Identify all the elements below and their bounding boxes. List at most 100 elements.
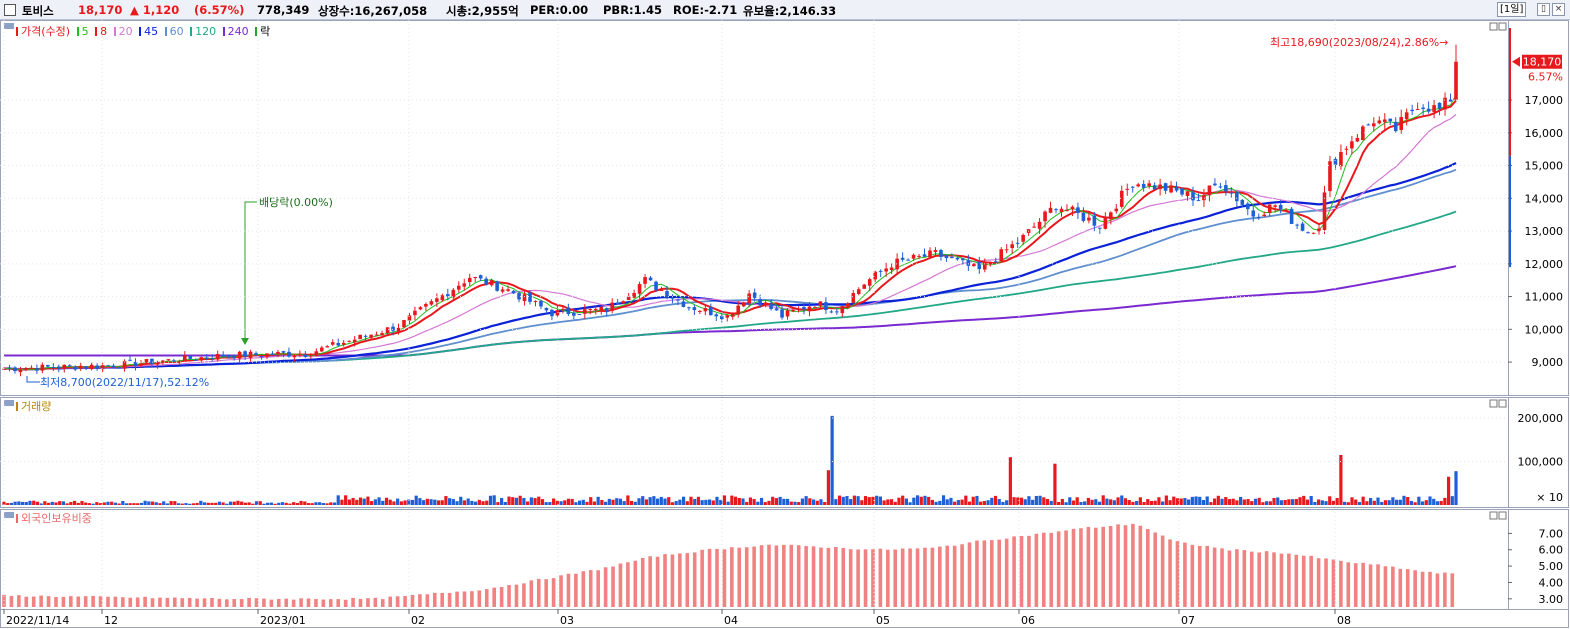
restore-button[interactable]: ▯ [1537, 3, 1550, 16]
candle-body [303, 354, 308, 357]
candle-body [122, 361, 127, 369]
volume-bar [1253, 498, 1258, 505]
volume-bar [722, 495, 727, 505]
volume-bar [485, 500, 489, 505]
volume-bar [165, 503, 169, 505]
volume-bar [147, 501, 151, 505]
volume-bar [336, 495, 340, 505]
stock-chart[interactable]: 최고18,690(2023/08/24),2.86%→ 최저8,700(2022/… [0, 20, 1570, 629]
volume-bar [429, 499, 433, 505]
candle-body [330, 342, 335, 345]
volume-bar [1339, 455, 1343, 505]
candle-body [1415, 109, 1420, 111]
volume-bar [1246, 499, 1250, 505]
foreign-bar [878, 548, 883, 607]
volume-bar [1213, 498, 1217, 505]
candle-body [29, 367, 34, 369]
volume-bar [1168, 500, 1172, 505]
foreign-bar [1450, 573, 1455, 607]
foreign-bar [819, 547, 823, 607]
foreign-bar [611, 566, 615, 607]
volume-bar [967, 501, 972, 505]
candle-body [632, 293, 636, 298]
foreign-bar [551, 578, 556, 607]
volume-bar [1398, 499, 1402, 505]
volume-bar [1008, 457, 1012, 505]
candle-body [46, 365, 50, 367]
candle-body [396, 327, 401, 332]
volume-bar [901, 495, 905, 505]
volume-bar [113, 502, 118, 505]
candle-body [270, 353, 275, 355]
volume-bar [444, 496, 448, 505]
volume-bar [1149, 500, 1154, 505]
volume-bar [425, 498, 429, 505]
volume-bar [559, 501, 563, 505]
volume-bar [1097, 501, 1102, 505]
foreign-bar [1183, 542, 1187, 607]
foreign-bar [306, 598, 311, 607]
volume-bar [221, 502, 225, 505]
candle-body [1295, 224, 1299, 226]
foreign-bar [187, 597, 192, 607]
candle-body [626, 296, 631, 301]
price-panel-min-icon [1489, 22, 1498, 31]
legend-ma60: 60 [169, 25, 184, 38]
volume-bar [1413, 502, 1417, 505]
select-checkbox[interactable] [4, 4, 16, 16]
foreign-bar [39, 595, 43, 607]
volume-bar [941, 495, 946, 505]
candle-body [1267, 204, 1272, 213]
candle-body [352, 339, 357, 343]
volume-bar [28, 500, 32, 505]
high-annotation: 최고18,690(2023/08/24),2.86%→ [1270, 36, 1448, 49]
foreign-bar [796, 545, 801, 607]
period-selector[interactable]: [1일] [1497, 2, 1527, 17]
price-tick-label: 16,000 [1525, 127, 1564, 140]
foreign-bar [46, 596, 51, 607]
candle-body [1163, 183, 1168, 191]
volume-bar [500, 498, 504, 505]
foreign-bar [180, 598, 185, 607]
volume-bar [459, 496, 463, 505]
volume-bar [384, 497, 389, 505]
candle-body [758, 299, 762, 306]
foreign-bar [232, 599, 237, 607]
foreign-title: 외국인보유비중 [21, 512, 92, 525]
volume-bar [403, 500, 407, 505]
volume-bar [503, 502, 507, 505]
volume-bar [815, 500, 819, 505]
volume-bar [366, 496, 370, 505]
volume-bar [548, 502, 552, 505]
foreign-bar [692, 552, 697, 607]
volume-bar [284, 502, 288, 505]
volume-bar [863, 496, 868, 505]
volume-bar [893, 501, 897, 505]
volume-bar [1064, 502, 1068, 505]
stock-name[interactable]: 토비스 [22, 4, 54, 18]
volume-bar [72, 500, 77, 505]
volume-bar [269, 502, 273, 505]
foreign-bar [455, 591, 459, 607]
volume-bar [143, 500, 147, 505]
foreign-bar [960, 544, 964, 607]
volume-bar [355, 499, 359, 505]
close-button[interactable]: × [1552, 3, 1565, 16]
volume-bar [1368, 498, 1373, 505]
candle-body [1426, 108, 1431, 112]
low-annotation: 최저8,700(2022/11/17),52.12% [40, 376, 209, 389]
candle-body [139, 363, 143, 366]
volume-bar [778, 496, 782, 505]
per-value: PER:0.00 [530, 3, 589, 17]
volume-bar [648, 497, 652, 505]
volume-bar [1391, 497, 1395, 505]
volume-bar [1023, 499, 1027, 505]
foreign-bar [113, 596, 118, 607]
candle-body [1065, 210, 1069, 212]
month-label: 12 [104, 614, 118, 627]
candle-body [341, 342, 346, 345]
volume-bar [1387, 500, 1391, 505]
month-label: 02 [411, 614, 425, 627]
candle-body [1399, 117, 1404, 130]
volume-bar [117, 503, 121, 505]
